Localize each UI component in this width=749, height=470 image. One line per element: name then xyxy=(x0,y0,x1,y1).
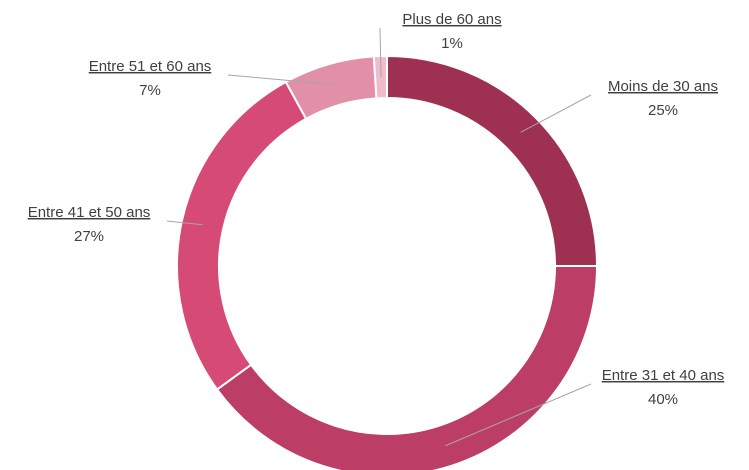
slice-value: 40% xyxy=(648,391,678,408)
slice-label: Moins de 30 ans xyxy=(608,78,718,95)
slice xyxy=(386,54,599,267)
slice-label: Entre 51 et 60 ans xyxy=(89,58,212,75)
slice-label: Plus de 60 ans xyxy=(402,11,501,28)
slice-value: 1% xyxy=(441,35,463,52)
slice-value: 27% xyxy=(74,228,104,245)
slice-label: Entre 31 et 40 ans xyxy=(602,367,725,384)
slice xyxy=(176,80,308,391)
slice xyxy=(215,265,599,470)
leader-line xyxy=(166,220,203,226)
slice xyxy=(372,54,388,100)
leader-line xyxy=(379,27,382,78)
slice-label: Entre 41 et 50 ans xyxy=(28,204,151,221)
leader-line xyxy=(445,383,592,447)
slice-value: 25% xyxy=(648,102,678,119)
slice-value: 7% xyxy=(139,82,161,99)
leader-line xyxy=(520,94,592,133)
leader-line xyxy=(227,74,335,86)
